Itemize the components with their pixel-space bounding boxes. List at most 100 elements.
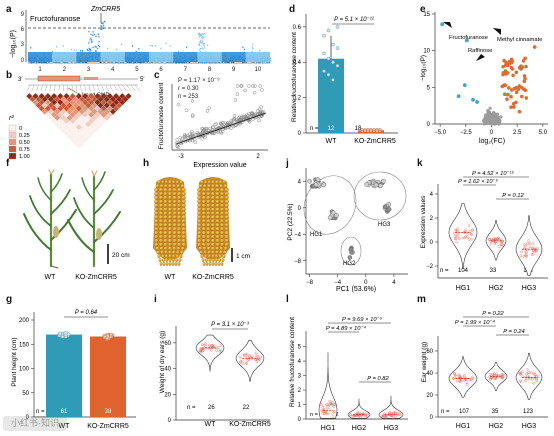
kernel [159, 246, 164, 251]
violin-point [531, 246, 535, 250]
violin-point [327, 403, 331, 407]
panel-d-bar: Relative fructofuranose content 0 0.2 0.4 0… [291, 14, 398, 145]
manhattan-point [251, 46, 253, 48]
manhattan-point [202, 33, 204, 35]
kernel [215, 207, 220, 212]
ld-legend-label: 0 [19, 126, 22, 132]
pca-point [386, 207, 392, 212]
panel-letter-d: d [289, 4, 295, 15]
volcano-point [485, 117, 489, 121]
manhattan-peak-point [102, 27, 105, 30]
kernel [175, 180, 180, 184]
panel-k-pvalue-0: P = 4.52 × 10⁻¹⁵ [472, 170, 515, 177]
kernel [201, 215, 207, 220]
panel-l-pvalue-0: P = 9.69 × 10⁻⁶ [342, 316, 383, 323]
manhattan-point [121, 61, 123, 64]
violin-point [349, 413, 353, 416]
violin-point [500, 375, 504, 379]
kernel [179, 180, 183, 184]
manhattan-peak-point [100, 28, 102, 30]
bar-data-point [64, 331, 68, 335]
panel-h-label-ko: KO-ZmCRR5 [192, 274, 234, 281]
kernel [171, 254, 176, 259]
panel-f-plants: 20 cm WT KO-ZmCRR5 [16, 169, 136, 281]
kernel [176, 203, 182, 208]
kernel [224, 222, 229, 227]
manhattan-point [98, 36, 100, 38]
kernel [176, 242, 182, 247]
violin-point [219, 348, 222, 352]
kernel [176, 230, 182, 235]
kernel [158, 238, 164, 243]
kernel [158, 211, 164, 216]
violin-point [332, 405, 336, 408]
kernel [214, 261, 218, 266]
panel-letter-b: b [6, 70, 12, 81]
kernel [215, 199, 220, 204]
scatter-point [259, 105, 263, 109]
panel-f-scale-label: 20 cm [112, 252, 130, 259]
manhattan-point [30, 47, 32, 49]
bar-data-point [66, 332, 71, 336]
plant-ko-illustration [67, 170, 121, 268]
ld-snp-tick [40, 84, 43, 92]
axis-tick-label: 15 [423, 12, 430, 18]
kernel [167, 195, 173, 200]
manhattan-point [178, 61, 180, 64]
ld-snp-tick [84, 84, 87, 92]
scatter-point [176, 145, 181, 149]
manhattan-point [58, 61, 60, 64]
panel-k-ylabel: Expression values [420, 195, 427, 248]
panel-f-label-ko: KO-ZmCRR5 [75, 274, 117, 281]
kernel [207, 254, 212, 259]
panel-l-cat-2: HG3 [384, 425, 399, 432]
kernel [211, 261, 215, 266]
manhattan-band [100, 52, 125, 62]
violin-point [243, 353, 246, 357]
manhattan-point [71, 61, 73, 64]
panel-d-n-wt: 12 [328, 126, 335, 132]
violin-point [466, 236, 469, 239]
kernel [219, 246, 224, 251]
manhattan-point [246, 61, 248, 63]
bar-data-point [105, 336, 109, 340]
violin-point [328, 399, 332, 403]
violin-point [525, 368, 529, 371]
manhattan-point [198, 32, 200, 35]
volcano-point-up [507, 86, 511, 90]
kernel [211, 250, 215, 255]
scatter-point [188, 132, 192, 136]
kernel [158, 199, 164, 204]
panel-c-xlabel: Expression value [193, 162, 246, 169]
violin-point [488, 375, 492, 379]
axis-tick-label: 0 [490, 130, 494, 136]
manhattan-point [244, 61, 246, 63]
volcano-point-up [501, 71, 506, 75]
kernel [163, 211, 168, 216]
manhattan-point [199, 41, 201, 43]
manhattan-point [252, 48, 254, 50]
manhattan-point [167, 61, 169, 64]
violin-shape [235, 340, 265, 382]
violin-point [200, 349, 204, 353]
kernel [219, 215, 225, 220]
ear-wt-illustration [153, 177, 187, 266]
manhattan-point [202, 40, 204, 42]
panel-a-manhattan: −log₁₀(P) 0 3 6 9 Fructofuranose ZmCRR5 … [10, 6, 272, 73]
panel-c-annot-r: r = 0.30 [178, 86, 199, 92]
violin-point [366, 412, 370, 416]
violin-point [256, 354, 260, 358]
kernel [215, 250, 219, 255]
violin-point [394, 414, 397, 418]
violin-point [492, 237, 495, 240]
violin-point [453, 232, 456, 235]
panel-g-bar-ko [90, 336, 126, 417]
kernel [210, 234, 216, 239]
panel-d-cat-wt: WT [326, 138, 338, 145]
manhattan-point [97, 44, 100, 47]
kernel [158, 230, 164, 235]
manhattan-point [64, 61, 66, 64]
violin-point [530, 253, 534, 256]
manhattan-point [152, 61, 154, 64]
